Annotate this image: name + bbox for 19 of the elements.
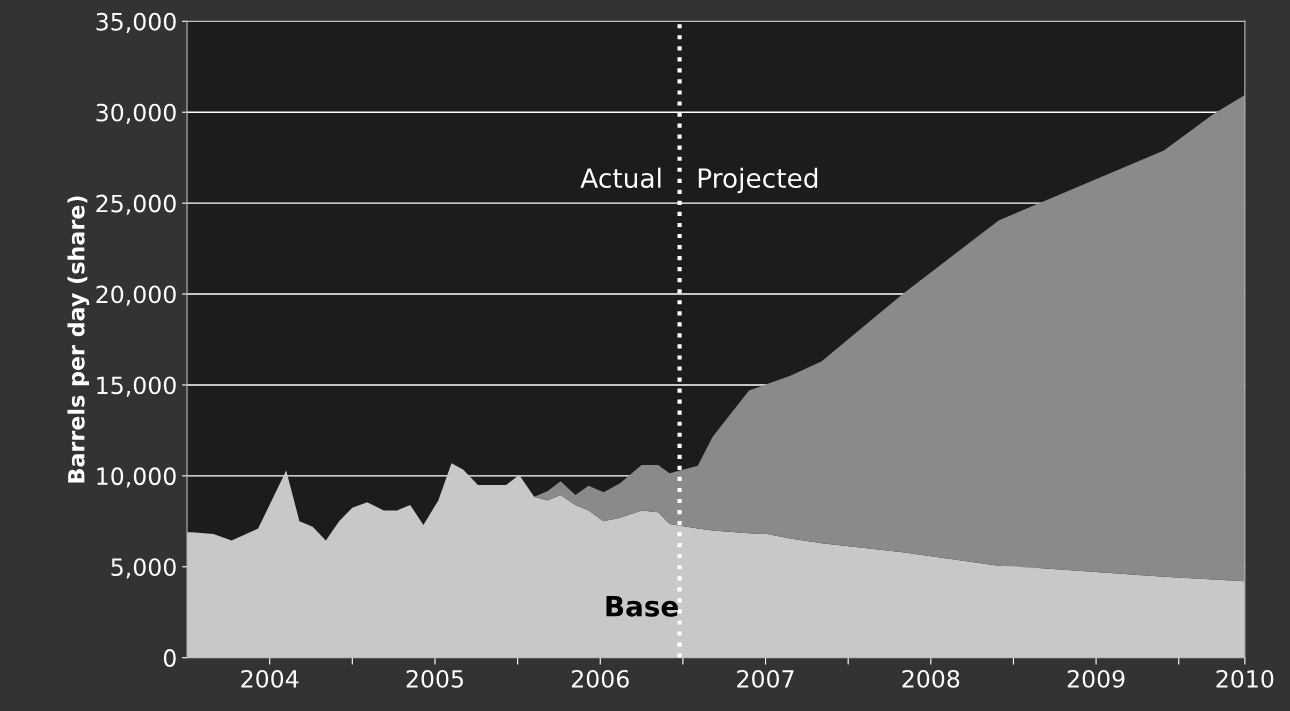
annotation: Actual bbox=[580, 167, 661, 189]
x-tick-label: 2007 bbox=[737, 669, 794, 688]
annotation: Projected bbox=[698, 167, 818, 194]
x-tick-label: 2010 bbox=[1216, 669, 1274, 688]
y-axis-title: Barrels per day (share) bbox=[67, 196, 90, 483]
y-tick-label: 35,000 bbox=[96, 12, 176, 34]
y-tick-label: 0 bbox=[163, 649, 176, 667]
y-tick-label: 25,000 bbox=[96, 194, 176, 215]
series-label: Base bbox=[606, 596, 678, 617]
y-tick-label: 20,000 bbox=[96, 285, 176, 306]
x-tick-label: 2006 bbox=[571, 669, 629, 688]
x-tick-label: 2009 bbox=[1067, 669, 1125, 688]
x-tick-label: 2005 bbox=[406, 669, 463, 688]
y-tick-label: 15,000 bbox=[97, 376, 176, 397]
y-tick-label: 30,000 bbox=[96, 103, 176, 124]
y-tick-label: 10,000 bbox=[97, 467, 176, 488]
x-tick-label: 2004 bbox=[241, 669, 299, 688]
y-tick-label: 5,000 bbox=[111, 558, 176, 579]
x-tick-label: 2008 bbox=[902, 669, 960, 688]
